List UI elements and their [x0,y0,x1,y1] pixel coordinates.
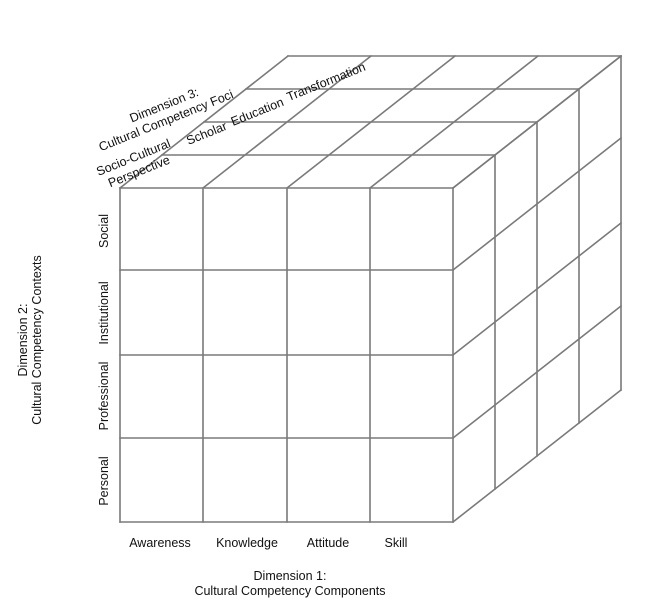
dimension1-title: Cultural Competency Components [194,584,385,598]
component-label-attitude: Attitude [307,536,349,550]
component-label-awareness: Awareness [129,536,191,550]
dimension2-title: Cultural Competency Contexts [30,255,44,425]
front-face-grid [119,187,454,523]
side-face-grid [451,54,623,524]
top-face-grid [118,54,623,190]
focus-label-education: Education [229,95,286,129]
dimension2-context-labels: Social Institutional Professional Person… [97,214,111,506]
dimension1-heading: Dimension 1: [254,569,327,583]
context-label-professional: Professional [97,362,111,431]
focus-label-transformation: Transformation [285,60,368,104]
component-label-knowledge: Knowledge [216,536,278,550]
context-label-personal: Personal [97,456,111,505]
dimension1-component-labels: Awareness Knowledge Attitude Skill [129,536,407,550]
cube-grid [118,54,623,524]
component-label-skill: Skill [385,536,408,550]
dimension2-heading: Dimension 2: [16,304,30,377]
context-label-institutional: Institutional [97,281,111,344]
focus-label-scholar: Scholar [184,119,229,148]
context-label-social: Social [97,214,111,248]
dimension3-label-group: Dimension 3: Cultural Competency Foci So… [94,60,368,190]
